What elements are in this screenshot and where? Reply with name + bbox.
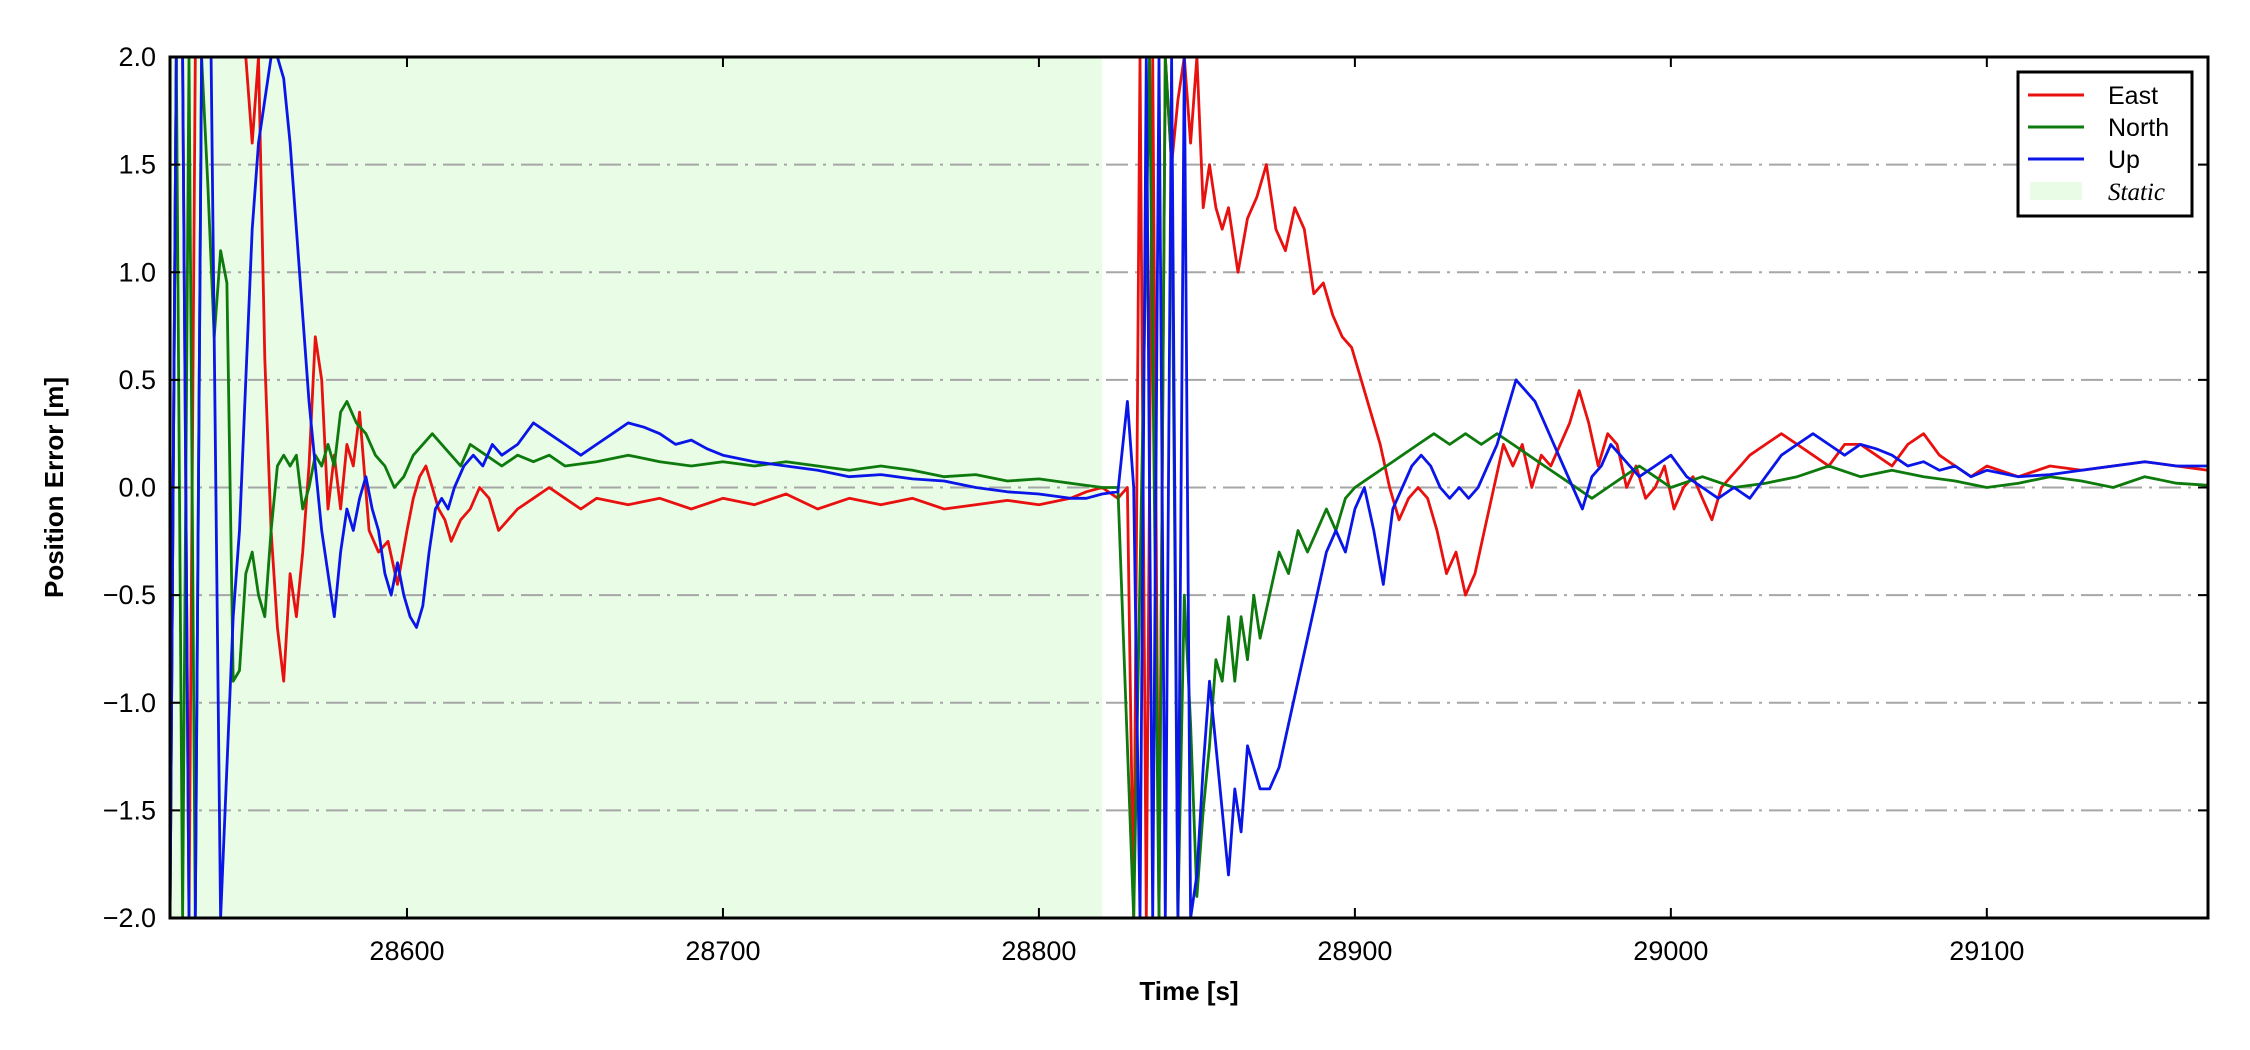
x-tick-label-0: 28600 bbox=[369, 936, 444, 966]
x-axis-title: Time [s] bbox=[1139, 976, 1238, 1006]
x-tick-label-5: 29100 bbox=[1949, 936, 2024, 966]
x-tick-label-1: 28700 bbox=[685, 936, 760, 966]
series-line-up bbox=[170, 57, 2208, 918]
static-regions bbox=[170, 57, 1103, 918]
y-axis-title: Position Error [m] bbox=[39, 377, 69, 598]
series-line-east bbox=[170, 57, 2208, 918]
y-tick-label-4: 0.0 bbox=[118, 473, 156, 503]
legend-label-east: East bbox=[2108, 82, 2158, 110]
static-region-0 bbox=[170, 57, 1103, 918]
y-tick-label-7: −1.5 bbox=[103, 795, 156, 825]
x-tick-label-4: 29000 bbox=[1633, 936, 1708, 966]
y-axis-ticks: 2.0 1.5 1.0 0.5 0.0 −0.5 −1.0 −1.5 −2.0 bbox=[103, 42, 2208, 933]
legend-swatch-static bbox=[2030, 182, 2082, 200]
legend-label-static: Static bbox=[2108, 179, 2165, 206]
x-tick-label-2: 28800 bbox=[1001, 936, 1076, 966]
y-tick-label-1: 1.5 bbox=[118, 150, 156, 180]
legend-label-up: Up bbox=[2108, 146, 2140, 174]
legend-label-north: North bbox=[2108, 114, 2169, 142]
legend: East North Up Static bbox=[2016, 70, 2194, 218]
series-line-north bbox=[170, 57, 2208, 918]
series-lines bbox=[170, 57, 2208, 918]
y-tick-label-6: −1.0 bbox=[103, 688, 156, 718]
y-tick-label-5: −0.5 bbox=[103, 580, 156, 610]
y-tick-label-3: 0.5 bbox=[118, 365, 156, 395]
y-tick-label-0: 2.0 bbox=[118, 42, 156, 72]
x-axis-ticks: 28600 28700 28800 28900 29000 29100 bbox=[369, 57, 2024, 966]
y-tick-label-8: −2.0 bbox=[103, 903, 156, 933]
x-tick-label-3: 28900 bbox=[1317, 936, 1392, 966]
y-tick-label-2: 1.0 bbox=[118, 257, 156, 287]
